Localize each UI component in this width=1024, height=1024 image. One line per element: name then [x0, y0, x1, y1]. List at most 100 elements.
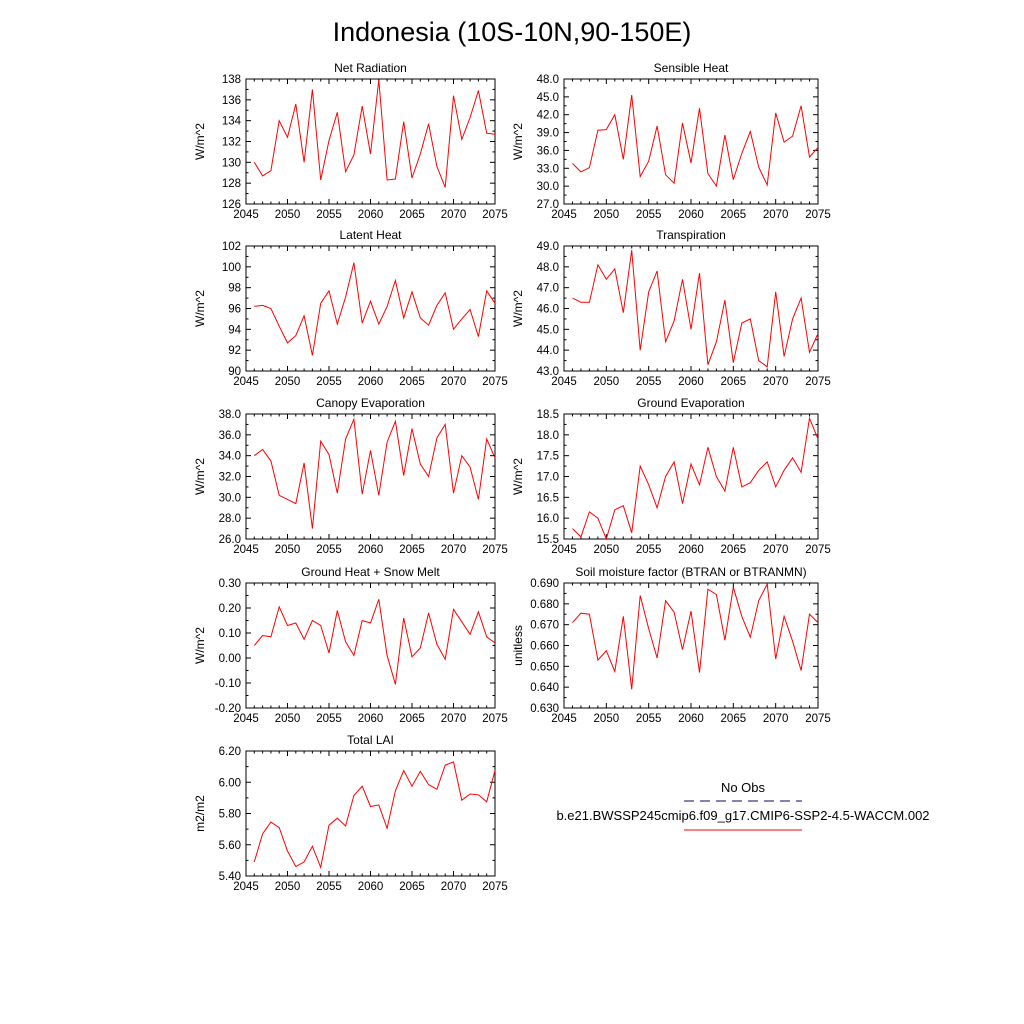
y-tick-label: 134 [222, 116, 242, 128]
y-tick-label: 102 [222, 241, 241, 253]
series-line [572, 95, 819, 188]
panel-title: Canopy Evaporation [316, 396, 425, 410]
x-tick-label: 2075 [482, 209, 508, 221]
panel-ground-evaporation: 2045 2050 2055 2060 2065 2070 2075 15.5 16.0 16.5… [511, 396, 831, 556]
x-tick-label: 2075 [805, 209, 831, 221]
y-tick-label: 128 [222, 178, 241, 190]
y-tick-label: 130 [222, 157, 241, 169]
x-tick-label: 2045 [233, 376, 259, 388]
x-tick-label: 2070 [763, 713, 789, 725]
y-tick-label: 5.80 [219, 809, 241, 821]
y-tick-label: 49.0 [537, 241, 559, 253]
panel-title: Transpiration [656, 228, 726, 242]
y-tick-label: 138 [222, 74, 241, 86]
panel-soil-moisture-factor: 2045 2050 2055 2060 2065 2070 2075 0.630 0.640 0.… [511, 565, 831, 725]
y-tick-label: 0.00 [219, 653, 241, 665]
x-tick-label: 2070 [441, 881, 467, 893]
y-tick-label: 98 [228, 283, 241, 295]
y-tick-label: -0.20 [215, 703, 241, 715]
y-tick-label: 36.0 [537, 145, 559, 157]
x-tick-label: 2050 [275, 209, 301, 221]
series-line [253, 79, 496, 188]
x-tick-label: 2055 [316, 713, 342, 725]
y-tick-label: 0.30 [219, 578, 241, 590]
y-tick-label: 0.10 [219, 628, 241, 640]
x-tick-label: 2055 [316, 881, 342, 893]
panel-title: Ground Evaporation [637, 396, 744, 410]
x-tick-label: 2055 [316, 376, 342, 388]
x-tick-label: 2070 [441, 209, 467, 221]
x-tick-label: 2060 [678, 713, 704, 725]
series-line [254, 262, 496, 356]
x-tick-label: 2070 [441, 544, 467, 556]
y-tick-label: 92 [228, 345, 241, 357]
series-line [572, 416, 819, 541]
x-tick-label: 2060 [678, 376, 704, 388]
y-tick-label: 32.0 [219, 472, 241, 484]
x-tick-label: 2050 [594, 544, 620, 556]
x-tick-label: 2050 [594, 376, 620, 388]
y-tick-label: 46.0 [537, 304, 559, 316]
x-tick-label: 2065 [721, 376, 747, 388]
x-tick-label: 2065 [721, 544, 747, 556]
plot-frame [245, 750, 496, 877]
panel-net-radiation: 2045 2050 2055 2060 2065 2070 2075 126 128 130 132… [193, 61, 508, 221]
x-tick-label: 2045 [551, 209, 577, 221]
y-tick-label: 18.0 [537, 430, 559, 442]
x-tick-label: 2050 [275, 544, 301, 556]
y-tick-label: 38.0 [219, 409, 241, 421]
y-tick-label: 5.60 [219, 840, 241, 852]
y-tick-label: 45.0 [537, 324, 559, 336]
x-tick-label: 2065 [399, 881, 425, 893]
y-axis-label: W/m^2 [193, 627, 207, 664]
x-tick-label: 2050 [594, 209, 620, 221]
legend-case-label: b.e21.BWSSP245cmip6.f09_g17.CMIP6-SSP2-4… [556, 808, 929, 823]
x-tick-label: 2045 [233, 209, 259, 221]
x-tick-label: 2050 [275, 376, 301, 388]
x-tick-label: 2075 [805, 544, 831, 556]
x-tick-label: 2075 [805, 713, 831, 725]
y-tick-label: -0.10 [215, 678, 241, 690]
series-line [253, 761, 496, 870]
x-tick-label: 2070 [441, 713, 467, 725]
plot-frame [563, 413, 819, 540]
series-line [253, 417, 496, 529]
y-tick-label: 0.690 [530, 578, 559, 590]
panel-ground-heat-snow-melt: 2045 2050 2055 2060 2065 2070 2075 -0.20 -0.10 0.… [193, 565, 508, 725]
y-tick-label: 136 [222, 95, 241, 107]
x-tick-label: 2065 [399, 544, 425, 556]
x-tick-label: 2060 [358, 881, 384, 893]
x-tick-label: 2060 [358, 376, 384, 388]
y-tick-label: 126 [222, 199, 241, 211]
panel-title: Ground Heat + Snow Melt [301, 565, 440, 579]
plot-frame [245, 78, 496, 205]
x-tick-label: 2055 [316, 209, 342, 221]
plot-frame [245, 582, 496, 709]
y-tick-label: 30.0 [219, 492, 241, 504]
y-tick-label: 36.0 [219, 430, 241, 442]
x-tick-label: 2070 [763, 544, 789, 556]
x-tick-label: 2065 [399, 376, 425, 388]
panel-canopy-evaporation: 2045 2050 2055 2060 2065 2070 2075 26.0 28.0 30.0… [193, 396, 508, 556]
x-tick-label: 2045 [233, 713, 259, 725]
y-tick-label: 43.0 [537, 366, 559, 378]
y-tick-label: 17.5 [537, 451, 559, 463]
y-tick-label: 0.670 [530, 620, 559, 632]
y-tick-label: 100 [222, 262, 241, 274]
y-tick-label: 39.0 [537, 128, 559, 140]
y-tick-label: 16.5 [537, 492, 559, 504]
x-tick-label: 2060 [358, 209, 384, 221]
plot-frame [563, 78, 819, 205]
y-tick-label: 27.0 [537, 199, 559, 211]
y-tick-label: 132 [222, 137, 241, 149]
figure-title: Indonesia (10S-10N,90-150E) [333, 17, 692, 47]
y-tick-label: 0.660 [530, 641, 559, 653]
x-tick-label: 2055 [636, 713, 662, 725]
x-tick-label: 2045 [551, 376, 577, 388]
y-tick-label: 96 [228, 304, 241, 316]
x-tick-label: 2065 [399, 713, 425, 725]
y-tick-label: 26.0 [219, 534, 241, 546]
y-tick-label: 30.0 [537, 181, 559, 193]
series-line [572, 250, 819, 368]
